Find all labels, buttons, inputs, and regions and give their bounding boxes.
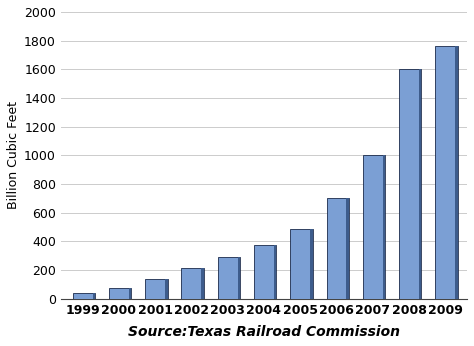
Bar [310,229,312,299]
Bar [290,229,310,299]
Bar [363,155,383,299]
Bar [327,198,346,299]
Bar [237,256,240,299]
Bar [346,198,349,299]
Bar [201,268,204,299]
Bar [218,256,237,299]
Bar [419,69,421,299]
Bar [254,245,274,299]
Bar [109,288,129,299]
Bar [455,46,458,299]
Bar [182,268,201,299]
Bar [383,155,385,299]
Bar [165,280,167,299]
Bar [73,293,92,299]
Y-axis label: Billion Cubic Feet: Billion Cubic Feet [7,101,20,209]
Bar [435,46,455,299]
Bar [274,245,276,299]
X-axis label: Source:Texas Railroad Commission: Source:Texas Railroad Commission [128,325,400,339]
Bar [92,293,95,299]
Bar [129,288,131,299]
Bar [145,280,165,299]
Bar [399,69,419,299]
